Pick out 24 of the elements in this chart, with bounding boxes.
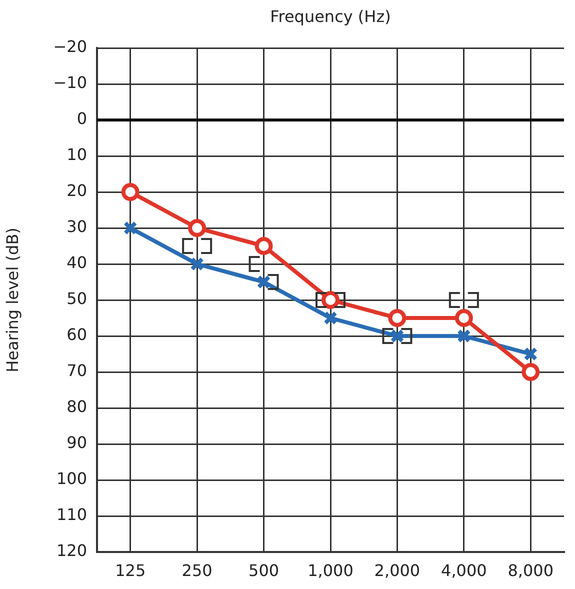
y-tick-label: 30 — [66, 217, 87, 236]
y-tick-label: 10 — [66, 145, 87, 164]
x-tick-label: 4,000 — [441, 560, 487, 580]
x-tick-label: 2,000 — [374, 560, 420, 580]
y-tick-label: 120 — [56, 541, 87, 560]
y-tick-label: −20 — [53, 37, 87, 56]
x-tick-label: 500 — [248, 560, 280, 580]
y-tick-label: 60 — [66, 325, 87, 344]
y-tick-label: 80 — [66, 397, 87, 416]
y-tick-label: 0 — [76, 109, 87, 128]
y-tick-label: −10 — [53, 73, 87, 92]
y-tick-label: 50 — [66, 289, 87, 308]
x-tick-label: 1,000 — [308, 560, 354, 580]
x-axis-title: Frequency (Hz) — [270, 7, 391, 26]
x-tick-label: 250 — [182, 560, 212, 580]
y-axis-title: Hearing level (dB) — [2, 228, 22, 372]
y-tick-label: 110 — [56, 505, 87, 524]
y-tick-label: 40 — [66, 253, 87, 272]
x-tick-label: 125 — [115, 560, 146, 580]
y-tick-label: 70 — [66, 361, 87, 380]
y-tick-label: 100 — [56, 469, 87, 488]
y-tick-label: 20 — [66, 181, 87, 200]
x-tick-label: 8,000 — [508, 560, 554, 580]
y-tick-label: 90 — [66, 433, 87, 452]
